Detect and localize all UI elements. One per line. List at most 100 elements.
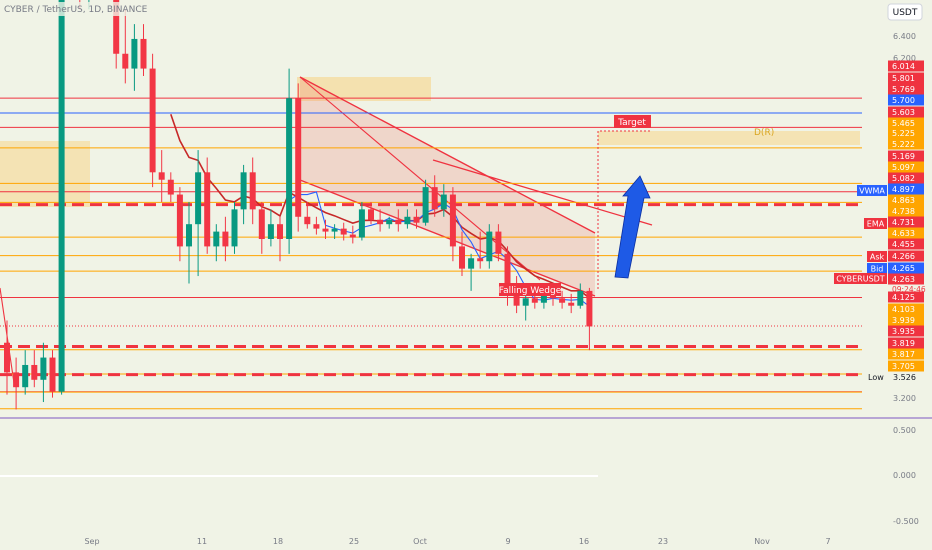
time-tick: 25 [349,537,359,546]
candle-body [468,258,475,269]
price-label-text: 3.817 [892,350,915,359]
candle-body [404,216,411,225]
candle-body [550,293,556,299]
time-tick: 18 [273,537,283,546]
low-value: 3.526 [893,373,916,382]
price-label-text: 5.700 [892,96,915,105]
candles-layer [4,0,593,410]
candle-body [231,209,238,247]
candle-body [40,357,47,380]
supply-zone-top [297,77,431,101]
time-tick: Oct [413,537,427,546]
time-tick: Nov [754,537,770,546]
price-label-text: 4.738 [892,207,915,216]
price-label-tag [888,325,924,337]
target-projection-line [597,130,650,289]
target-zone [598,131,860,145]
axis-tick: -0.500 [893,517,919,526]
symbol-tag [834,273,887,284]
price-label-text: 4.455 [892,240,915,249]
candle-body [204,172,211,247]
candle-body [386,219,393,225]
time-tick: 9 [505,537,510,546]
candle-body [486,231,493,262]
price-label-tag [888,250,924,262]
price-label-tag [888,183,924,195]
candle-body [459,246,465,269]
price-label-text: 5.769 [892,85,915,94]
candle-body [368,209,374,220]
price-label-text: 4.863 [892,196,915,205]
candle-body [577,290,584,306]
target-tag [614,115,651,128]
wedge-upper-line [299,76,596,234]
candle-body [313,224,320,229]
time-tick: 23 [658,537,668,546]
price-label-tag [888,205,924,217]
price-label-tag [888,161,924,173]
price-label-text: 4.103 [892,305,915,314]
candle-body [586,290,593,327]
price-label-tag [888,94,924,106]
time-tick: Sep [84,537,99,546]
bid-tag-label: Bid [871,265,884,274]
time-tick: 16 [579,537,589,546]
candle-body [149,68,156,173]
candle-body [477,258,484,262]
bid-tag [867,263,887,274]
candle-body [186,224,192,247]
candle-body [449,194,456,247]
candle-body [322,228,329,232]
price-label-tag [888,291,924,303]
candle-body [131,38,138,69]
ema-tag-label: EMA [867,220,885,229]
price-label-tag [888,314,924,326]
price-label-text: 5.082 [892,174,915,183]
vwma-tag [857,185,887,196]
price-label-text: 6.014 [892,62,915,71]
vwma-line [288,191,590,307]
candle-body [304,216,311,225]
axis-tick: 3.200 [893,394,916,403]
wedge-lower-line [299,179,596,297]
price-label-text: 5.097 [892,163,915,172]
candle-body [531,298,538,303]
candle-body [240,172,247,210]
currency-button[interactable] [887,3,923,21]
countdown-text: 09:24:46 [892,285,926,294]
candle-body [495,231,502,254]
price-label-tag [888,106,924,118]
candle-body [522,298,529,306]
price-label-text: 5.801 [892,74,915,83]
price-label-text: 3.705 [892,362,915,371]
candle-body [222,231,229,247]
candle-body [377,219,384,225]
falling-wedge-label: Falling Wedge [499,286,562,296]
price-label-tag [888,60,924,72]
candle-body [176,194,183,247]
price-label-tag [888,127,924,139]
ask-tag [867,251,887,262]
bullish-arrow-icon [614,175,651,279]
candle-body [540,293,547,303]
candle-body [331,228,338,232]
price-label-text: 4.266 [892,252,915,261]
levels-layer [0,97,862,410]
falling-wedge-tag [499,283,561,296]
candle-body [158,172,165,180]
price-label-tag [888,194,924,206]
price-label-tag [888,227,924,239]
candle-body [49,357,56,392]
descending-resistance-line [432,159,653,226]
price-label-text: 5.169 [892,152,915,161]
d-marker-label: D(R) [754,128,774,138]
symbol-header: CYBER / TetherUS, 1D, BINANCE [4,5,148,15]
candle-body [31,364,38,380]
candle-body [513,290,520,306]
price-label-text: 5.222 [892,140,915,149]
price-label-text: 4.263 [892,275,915,284]
